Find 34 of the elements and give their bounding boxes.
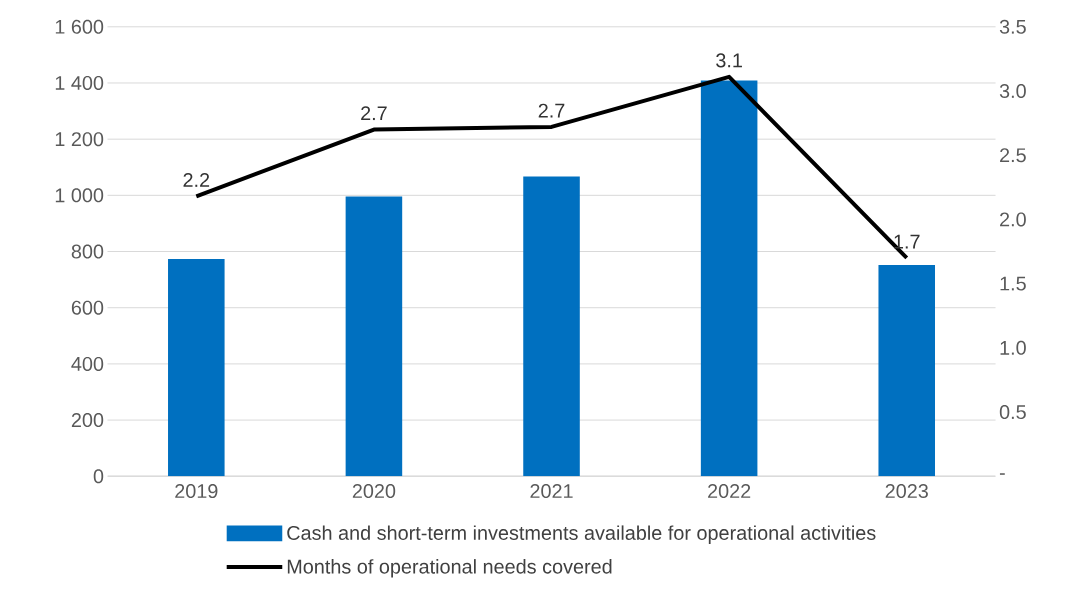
data-label: 2.7	[538, 103, 565, 118]
data-label: 2.2	[183, 172, 210, 187]
x-tick-label: 2022	[708, 483, 751, 498]
y2-tick-label: 1.0	[1000, 340, 1026, 355]
y2-tick-label: 3.5	[999, 19, 1026, 34]
y2-tick-label: 1.5	[1000, 276, 1026, 291]
y-tick-label: 1 000	[55, 188, 104, 203]
y-tick-label: 0	[93, 469, 104, 484]
y-tick-label: 400	[71, 356, 104, 371]
legend-label: Cash and short-term investments available for operational activities	[287, 525, 876, 544]
y-tick-label: 200	[71, 412, 104, 427]
bar	[168, 258, 225, 477]
y-tick-label: 1 200	[55, 131, 104, 146]
data-label: 1.7	[894, 234, 920, 249]
data-label: 3.1	[716, 53, 742, 68]
y2-tick-label: 2.5	[1000, 148, 1026, 163]
x-tick-label: 2021	[530, 483, 573, 498]
y-tick-label: 800	[71, 244, 104, 259]
data-label: 2.7	[361, 106, 387, 120]
y2-tick-label: 3.0	[999, 83, 1026, 98]
x-tick-label: 2019	[175, 483, 218, 498]
bar	[700, 80, 758, 477]
x-tick-label: 2020	[352, 483, 396, 498]
y2-tick-label: 0.5	[999, 404, 1026, 419]
y-tick-label: 600	[71, 300, 104, 315]
x-tick-label: 2023	[885, 483, 928, 498]
y-tick-label: 1 400	[55, 75, 104, 90]
legend-label: Months of operational needs covered	[287, 558, 612, 578]
y-tick-label: 1 600	[55, 19, 104, 34]
bar	[345, 196, 403, 477]
y2-tick-label: 2.0	[1000, 212, 1026, 227]
y2-tick-label: -	[999, 473, 1005, 475]
bar	[878, 264, 936, 477]
bar	[523, 176, 580, 477]
